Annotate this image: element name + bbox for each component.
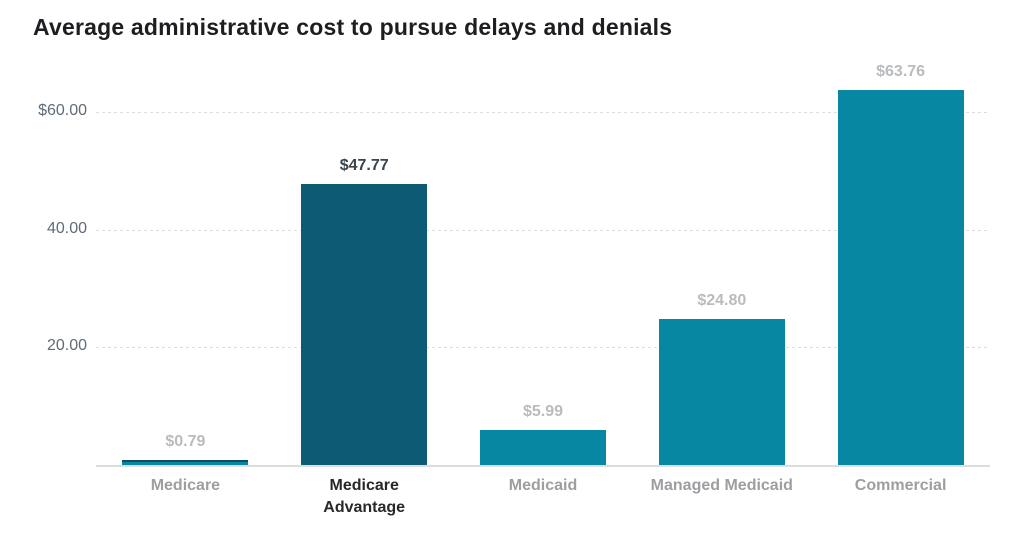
bar — [480, 429, 606, 465]
category-label: Medicare — [150, 477, 221, 494]
bar-value-label: $0.79 — [165, 433, 206, 451]
bar-value-label: $24.80 — [697, 292, 747, 310]
bar-value-label: $63.76 — [876, 63, 926, 81]
y-tick-label: 20.00 — [46, 337, 87, 355]
category-label: Medicare Advantage — [323, 477, 406, 516]
gridline — [96, 229, 990, 231]
gridline — [96, 347, 990, 349]
x-axis-baseline — [96, 465, 990, 467]
gridline — [96, 112, 990, 114]
bar — [658, 319, 785, 465]
category-label: Commercial — [854, 477, 947, 494]
bar-value-label: $5.99 — [522, 402, 564, 420]
y-tick-label: 40.00 — [46, 219, 87, 237]
chart-title: Average administrative cost to pursue de… — [33, 14, 673, 40]
bar — [122, 460, 249, 465]
bar-value-label: $47.77 — [339, 157, 389, 175]
category-label: Medicaid — [508, 477, 578, 494]
y-tick-label: $60.00 — [38, 102, 87, 120]
bar — [301, 184, 428, 465]
category-label: Managed Medicaid — [650, 477, 793, 494]
bar — [837, 90, 964, 465]
